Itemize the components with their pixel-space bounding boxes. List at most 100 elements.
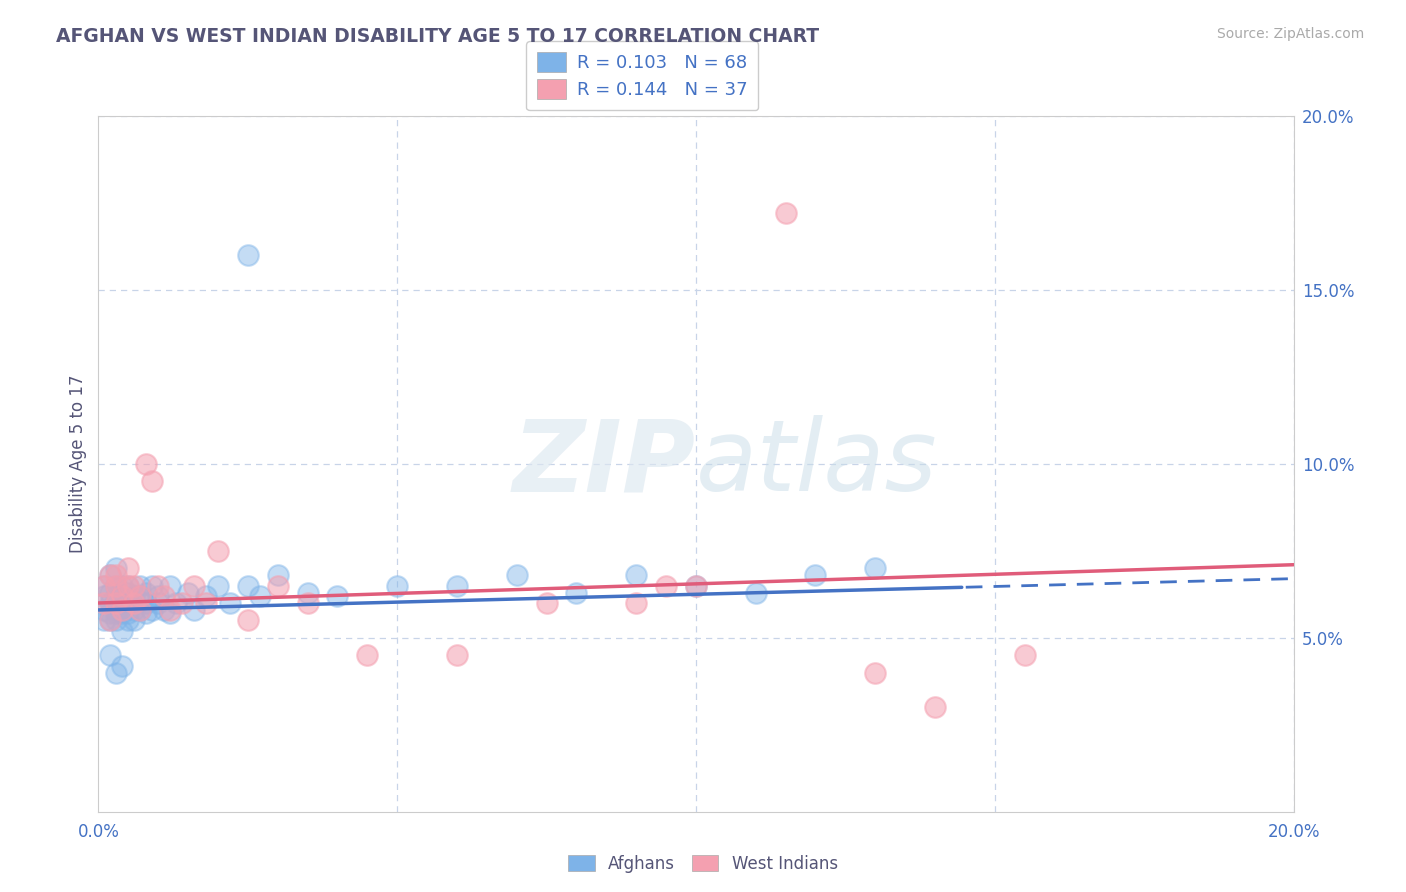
Point: [117, 596, 139, 610]
Point: [111, 596, 134, 610]
Point: [685, 579, 707, 593]
Point: [236, 614, 259, 628]
Point: [111, 607, 134, 621]
Point: [153, 589, 176, 603]
Point: [536, 596, 558, 610]
Point: [159, 607, 181, 621]
Point: [124, 614, 146, 628]
Point: [111, 579, 134, 593]
Point: [111, 603, 134, 617]
Point: [775, 206, 797, 220]
Point: [565, 585, 588, 599]
Point: [93, 614, 115, 628]
Point: [124, 603, 146, 617]
Point: [385, 579, 409, 593]
Point: [804, 568, 827, 582]
Point: [93, 589, 115, 603]
Y-axis label: Disability Age 5 to 17: Disability Age 5 to 17: [69, 375, 87, 553]
Point: [105, 561, 128, 575]
Point: [267, 568, 290, 582]
Point: [297, 596, 319, 610]
Point: [745, 585, 768, 599]
Point: [326, 589, 349, 603]
Point: [105, 568, 128, 582]
Point: [105, 596, 128, 610]
Point: [105, 579, 128, 593]
Point: [865, 561, 887, 575]
Point: [183, 603, 205, 617]
Point: [93, 579, 115, 593]
Point: [129, 589, 152, 603]
Point: [236, 579, 259, 593]
Point: [506, 568, 529, 582]
Point: [297, 585, 319, 599]
Point: [172, 596, 194, 610]
Point: [924, 700, 946, 714]
Point: [105, 589, 128, 603]
Point: [93, 596, 115, 610]
Point: [98, 607, 122, 621]
Point: [117, 579, 139, 593]
Point: [685, 579, 707, 593]
Point: [111, 658, 134, 673]
Point: [129, 603, 152, 617]
Point: [111, 589, 134, 603]
Point: [446, 648, 468, 662]
Point: [98, 585, 122, 599]
Text: ZIP: ZIP: [513, 416, 696, 512]
Point: [124, 589, 146, 603]
Point: [148, 579, 170, 593]
Point: [626, 568, 648, 582]
Point: [655, 579, 678, 593]
Point: [446, 579, 468, 593]
Point: [165, 596, 187, 610]
Point: [135, 596, 157, 610]
Point: [98, 614, 122, 628]
Point: [105, 603, 128, 617]
Point: [1014, 648, 1036, 662]
Point: [159, 603, 181, 617]
Point: [148, 589, 170, 603]
Point: [98, 614, 122, 628]
Point: [93, 579, 115, 593]
Point: [98, 568, 122, 582]
Point: [111, 624, 134, 638]
Point: [141, 603, 163, 617]
Point: [105, 596, 128, 610]
Point: [98, 596, 122, 610]
Point: [177, 585, 200, 599]
Point: [135, 585, 157, 599]
Point: [117, 579, 139, 593]
Point: [135, 607, 157, 621]
Point: [124, 596, 146, 610]
Point: [117, 585, 139, 599]
Point: [111, 589, 134, 603]
Point: [93, 603, 115, 617]
Point: [356, 648, 378, 662]
Point: [236, 248, 259, 262]
Point: [111, 603, 134, 617]
Text: AFGHAN VS WEST INDIAN DISABILITY AGE 5 TO 17 CORRELATION CHART: AFGHAN VS WEST INDIAN DISABILITY AGE 5 T…: [56, 27, 820, 45]
Point: [117, 561, 139, 575]
Point: [267, 579, 290, 593]
Point: [219, 596, 242, 610]
Point: [124, 579, 146, 593]
Point: [148, 596, 170, 610]
Point: [117, 607, 139, 621]
Point: [183, 579, 205, 593]
Point: [129, 589, 152, 603]
Point: [195, 596, 218, 610]
Point: [105, 607, 128, 621]
Point: [207, 543, 229, 558]
Point: [105, 614, 128, 628]
Point: [105, 665, 128, 680]
Point: [135, 457, 157, 471]
Point: [129, 579, 152, 593]
Point: [626, 596, 648, 610]
Point: [249, 589, 271, 603]
Point: [129, 603, 152, 617]
Legend: R = 0.103   N = 68, R = 0.144   N = 37: R = 0.103 N = 68, R = 0.144 N = 37: [526, 42, 758, 111]
Point: [153, 603, 176, 617]
Point: [105, 579, 128, 593]
Point: [195, 589, 218, 603]
